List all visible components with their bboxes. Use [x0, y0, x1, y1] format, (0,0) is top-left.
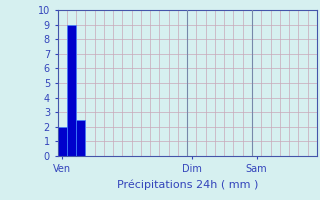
Bar	[67, 25, 76, 156]
X-axis label: Précipitations 24h ( mm ): Précipitations 24h ( mm )	[116, 179, 258, 190]
Bar	[58, 127, 67, 156]
Bar	[76, 119, 85, 156]
